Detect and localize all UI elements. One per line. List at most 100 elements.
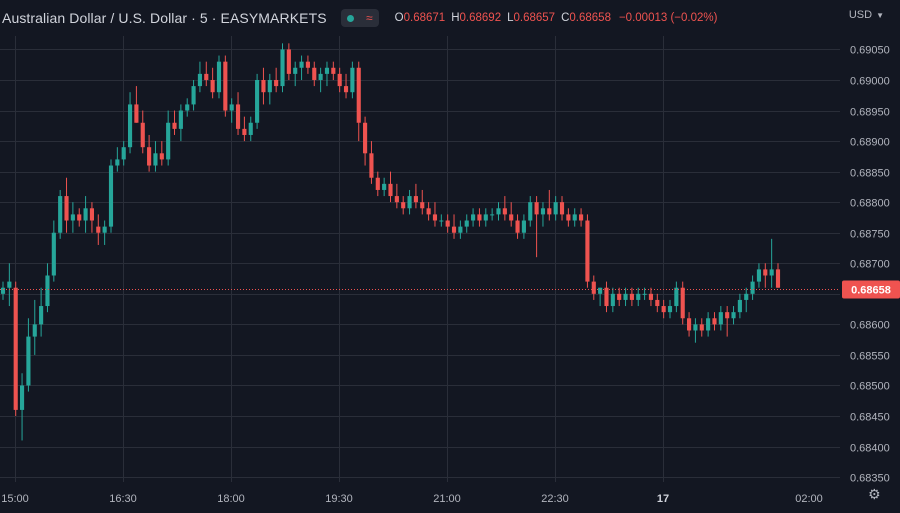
candle-body [7,281,12,288]
high-label: H [451,12,460,24]
candle-body [39,306,44,325]
candle-body [13,287,18,410]
candle-body [223,61,228,111]
candle-body [737,299,742,313]
candle-body [166,122,171,160]
y-tick-label: 0.68400 [850,443,890,455]
y-tick-label: 0.68550 [850,351,890,363]
candle-body [242,128,247,135]
candle-body [617,293,622,300]
time-axis[interactable]: 15:00 16:30 18:00 19:30 21:00 22:30 17 02:00 [1,493,823,505]
y-tick-label: 0.68850 [850,168,890,180]
candle-body [725,312,730,319]
change-value: −0.00013 (−0.02%) [618,12,718,24]
candle-body [274,79,279,87]
candle-body [318,73,323,80]
candle-body [559,202,565,215]
y-tick-label: 0.68900 [850,137,890,149]
candle-body [394,196,399,203]
candle-body [363,122,368,154]
candle-body [102,226,107,233]
candle-body [496,208,501,215]
ohlc-legend: O0.68671 H0.68692 L0.68657 C0.68658 −0.0… [395,12,718,24]
candle-body [191,86,196,105]
candle-body [540,208,546,215]
candle-body [744,293,749,300]
y-tick-label: 0.68450 [850,412,890,424]
candle-body [591,281,596,294]
candle-body [19,385,25,410]
candle-body [178,110,183,129]
x-tick-label: 17 [657,493,669,505]
gear-icon[interactable]: ⚙ [868,486,881,502]
candle-body [706,318,711,331]
candle-body [312,67,317,80]
candle-body [407,196,412,209]
candle-body [77,214,82,221]
candle-body [693,324,698,331]
candle-body [763,269,768,276]
candle-body [401,202,406,209]
candle-body [108,165,114,227]
candle-body [547,208,552,215]
candle-body [566,214,571,221]
candle-body [83,208,88,221]
candle-body [598,287,603,294]
x-tick-label: 02:00 [795,493,823,505]
candle-body [185,104,190,111]
candle-body [286,49,291,74]
candle-body [337,73,342,87]
x-tick-label: 15:00 [1,493,29,505]
candle-body [490,214,495,216]
candle-body [210,79,215,93]
candle-body [451,226,457,233]
candle-body [375,177,380,190]
market-status-pill[interactable]: ≈ [340,9,379,27]
candle-body [96,226,101,233]
candle-body [369,153,374,178]
y-tick-label: 0.68800 [850,198,890,210]
candle-body [445,220,450,227]
candle-body [642,293,647,295]
symbol-title[interactable]: Australian Dollar / U.S. Dollar · 5 · EA… [2,10,327,26]
status-dot-icon [346,14,354,22]
candle-body [610,293,615,307]
candle-body [153,153,158,166]
y-tick-label: 0.68950 [850,107,890,119]
candle-body [629,293,634,300]
candle-body [293,67,298,74]
currency-label: USD [848,9,873,21]
candle-body [248,122,253,135]
candle-body [674,287,679,307]
candle-body [324,67,330,74]
candle-body [502,208,507,215]
price-axis[interactable]: 0.69050 0.69000 0.68950 0.68900 0.68850 0.688… [842,45,900,485]
candle-body [667,306,673,313]
candle-body [680,287,685,319]
candle-body [483,214,488,221]
candle-body [229,104,234,111]
candle-body [305,61,310,68]
low-label: L [507,12,514,24]
candle-body [572,214,577,221]
candle-body [623,293,628,300]
candle-body [521,220,526,233]
candle-body [235,104,241,129]
candle-body [509,214,514,221]
y-tick-label: 0.68700 [850,259,890,271]
candle-body [331,67,336,74]
candle-body [528,202,533,221]
candle-body [636,293,641,300]
candle-body [464,220,469,227]
candle-body [471,214,476,221]
candle-body [458,226,463,233]
candle-body [388,183,393,197]
candle-body [115,159,120,166]
candles [0,43,781,441]
currency-selector[interactable]: USD ▼ [849,9,884,21]
x-tick-label: 19:30 [325,493,353,505]
open-value: 0.68671 [403,12,446,24]
candle-body [756,269,762,282]
